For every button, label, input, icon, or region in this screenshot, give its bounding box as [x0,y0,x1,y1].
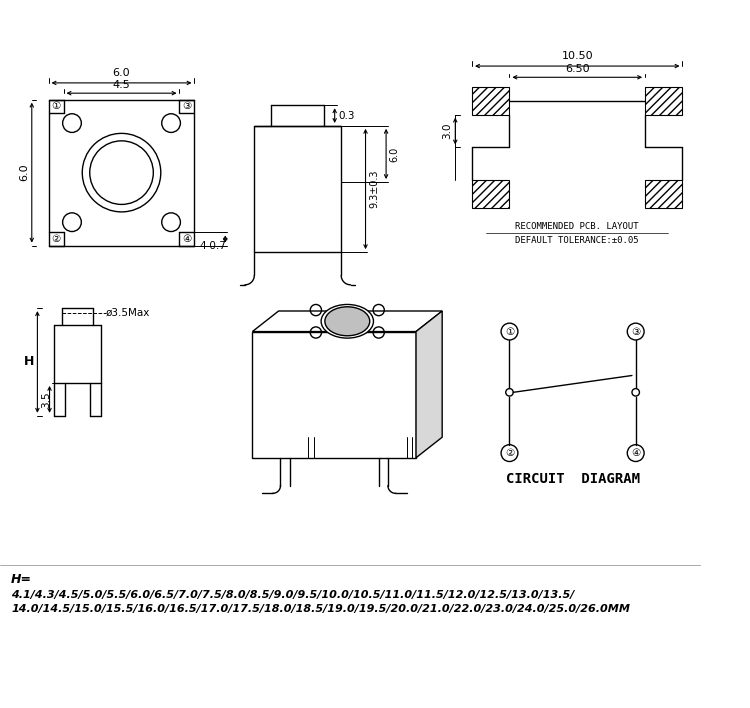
Text: ④: ④ [631,448,640,458]
Text: 6.50: 6.50 [565,64,590,74]
Text: 10.50: 10.50 [562,52,593,62]
Text: ④: ④ [182,234,191,244]
Text: RECOMMENDED PCB. LAYOUT: RECOMMENDED PCB. LAYOUT [515,222,639,232]
Text: ①: ① [52,101,61,111]
Bar [645,86,682,115]
Bar [645,180,682,208]
Bar [472,180,509,208]
Text: ②: ② [505,448,514,458]
Text: 0.3: 0.3 [338,110,355,120]
Text: 6.0: 6.0 [390,147,400,161]
Ellipse shape [325,307,370,336]
Polygon shape [253,311,442,331]
Text: ①: ① [505,326,514,336]
Text: 6.0: 6.0 [19,164,29,181]
Text: 14.0/14.5/15.0/15.5/16.0/16.5/17.0/17.5/18.0/18.5/19.0/19.5/20.0/21.0/22.0/23.0/: 14.0/14.5/15.0/15.5/16.0/16.5/17.0/17.5/… [11,604,630,615]
Bar [472,86,509,115]
Text: 4.1/4.3/4.5/5.0/5.5/6.0/6.5/7.0/7.5/8.0/8.5/9.0/9.5/10.0/10.5/11.0/11.5/12.0/12.: 4.1/4.3/4.5/5.0/5.5/6.0/6.5/7.0/7.5/8.0/… [11,590,574,600]
Text: H=: H= [11,573,32,586]
Text: 3.5: 3.5 [41,391,52,408]
Ellipse shape [321,304,374,338]
Text: 4.5: 4.5 [112,81,130,91]
Text: 3.0: 3.0 [442,122,452,139]
Text: ②: ② [52,234,61,244]
Text: ③: ③ [631,326,640,336]
Bar [254,126,341,252]
Text: CIRCUIT  DIAGRAM: CIRCUIT DIAGRAM [506,472,640,486]
Text: ø3.5Max: ø3.5Max [106,308,150,318]
Bar [253,331,416,458]
Text: DEFAULT TOLERANCE:±0.05: DEFAULT TOLERANCE:±0.05 [515,236,639,245]
Polygon shape [416,311,442,458]
Text: 4-0.7: 4-0.7 [199,241,226,251]
Text: 9.3±0.3: 9.3±0.3 [369,170,380,208]
Text: 6.0: 6.0 [112,68,130,78]
Text: ③: ③ [182,101,191,111]
Text: H: H [24,355,34,368]
